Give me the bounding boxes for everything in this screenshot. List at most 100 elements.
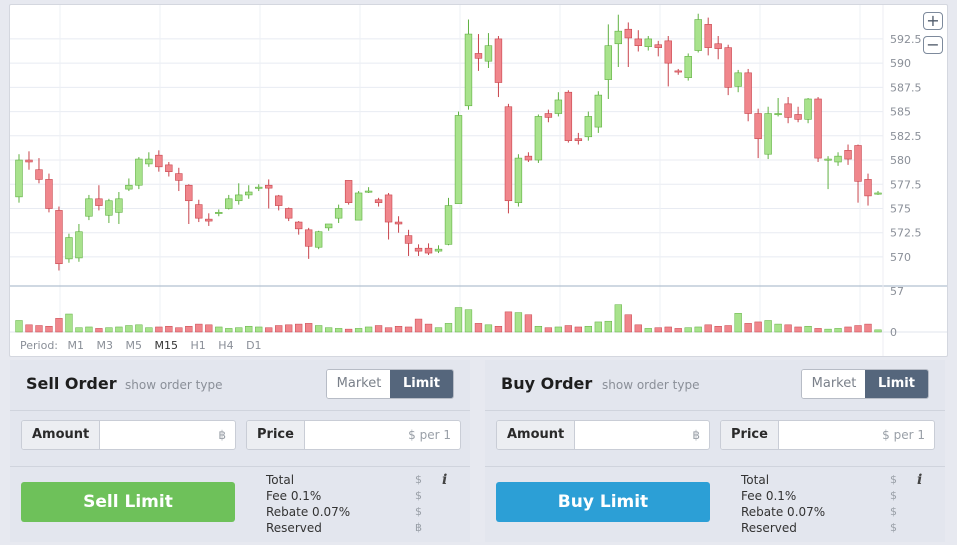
sell-total-label: Total [266, 473, 295, 487]
candle-body [75, 231, 83, 259]
candle-body [265, 184, 273, 189]
buy-fee-value: $ [890, 489, 897, 502]
candle-body [494, 38, 503, 83]
candle-body [554, 99, 563, 114]
buy-amount-label: Amount [497, 421, 576, 449]
candle-body [235, 194, 243, 202]
candle-body [724, 47, 732, 88]
candle-body [314, 231, 323, 248]
candle-body [854, 145, 862, 182]
volume-bar [834, 328, 842, 333]
buy-amount-field[interactable]: Amount ฿ [496, 420, 710, 450]
volume-bar [544, 327, 553, 333]
candle-body [594, 94, 603, 128]
buy-order-type-toggle: Market Limit [801, 369, 929, 399]
candle-body [764, 113, 772, 155]
volume-bar [434, 327, 443, 333]
volume-bar [704, 324, 712, 333]
period-h4[interactable]: H4 [218, 339, 234, 352]
buy-reserved-value: $ [890, 521, 897, 534]
volume-bar [35, 325, 43, 333]
candle-body [734, 72, 742, 87]
volume-bar [654, 327, 662, 333]
sell-fee-label: Fee 0.1% [266, 489, 322, 503]
candlestick-chart[interactable]: 592.5590587.5585582.5580577.5575572.5570… [10, 5, 947, 356]
sell-info-icon[interactable]: i [442, 472, 448, 488]
volume-bar [514, 312, 523, 333]
candle-body [125, 184, 133, 190]
volume-bar [644, 328, 652, 333]
candle-body [744, 72, 752, 114]
period-h1[interactable]: H1 [190, 339, 206, 352]
volume-bar [265, 327, 273, 333]
volume-bar [714, 325, 722, 333]
volume-bar [65, 313, 73, 333]
candle-body [155, 154, 163, 168]
candle-body [534, 116, 543, 161]
period-m1[interactable]: M1 [67, 339, 85, 352]
sell-market-tab[interactable]: Market [327, 370, 391, 398]
period-m15[interactable]: M15 [154, 339, 179, 352]
sell-reserved-value: ฿ [415, 521, 422, 534]
candle-body [844, 150, 852, 160]
volume-bar [344, 328, 353, 333]
volume-bar [724, 325, 732, 333]
period-m3[interactable]: M3 [96, 339, 114, 352]
zoom-out-button[interactable]: − [923, 36, 943, 54]
candle-body [195, 204, 203, 219]
candle-body [255, 186, 263, 189]
candle-body [614, 30, 623, 45]
candle-body [824, 158, 832, 161]
candle-body [45, 179, 53, 209]
candle-body [524, 155, 533, 161]
volume-bar [664, 326, 672, 333]
volume-bar [394, 325, 403, 333]
price-tick-label: 577.5 [890, 178, 922, 191]
sell-amount-field[interactable]: Amount ฿ [21, 420, 236, 450]
volume-bar [524, 314, 533, 333]
candle-body [454, 115, 463, 204]
candle-body [384, 194, 393, 223]
candle-body [624, 28, 632, 39]
volume-bar [584, 325, 592, 333]
candle-body [644, 38, 652, 47]
sell-show-order-type-link[interactable]: show order type [125, 378, 223, 392]
volume-bar [534, 325, 543, 333]
volume-bar [45, 325, 53, 333]
volume-bar [305, 323, 313, 333]
candle-body [165, 164, 173, 172]
candle-body [784, 103, 792, 118]
candle-body [105, 200, 113, 216]
buy-market-tab[interactable]: Market [802, 370, 866, 398]
period-m5[interactable]: M5 [125, 339, 143, 352]
buy-info-icon[interactable]: i [917, 472, 923, 488]
buy-show-order-type-link[interactable]: show order type [602, 378, 700, 392]
sell-limit-tab[interactable]: Limit [390, 370, 453, 398]
period-d1[interactable]: D1 [246, 339, 262, 352]
sell-price-field[interactable]: Price $ per 1 [246, 420, 461, 450]
volume-bar [604, 320, 612, 333]
volume-bar [504, 311, 513, 333]
volume-bar [384, 327, 393, 333]
candle-body [404, 235, 413, 244]
sell-limit-button[interactable]: Sell Limit [21, 482, 235, 522]
sell-price-unit: $ per 1 [408, 428, 451, 442]
buy-price-unit: $ per 1 [882, 428, 925, 442]
volume-bar [484, 324, 493, 333]
price-tick-label: 587.5 [890, 81, 922, 94]
price-axis-labels: 592.5590587.5585582.5580577.5575572.5570… [890, 33, 922, 339]
candle-body [674, 70, 682, 73]
volume-bar [874, 329, 882, 333]
volume-bar [684, 327, 692, 333]
candle-body [245, 191, 253, 196]
buy-limit-tab[interactable]: Limit [865, 370, 928, 398]
zoom-in-button[interactable]: + [923, 12, 943, 30]
candle-body [205, 218, 213, 222]
chart-panel[interactable]: 592.5 590 587.5 585 582.5 580 577.5 575 572.5 570… [9, 4, 948, 357]
buy-order-panel: Buy Order show order type Market Limit A… [485, 360, 945, 542]
buy-limit-button[interactable]: Buy Limit [496, 482, 710, 522]
buy-price-field[interactable]: Price $ per 1 [720, 420, 935, 450]
sell-price-label: Price [247, 421, 305, 449]
sell-reserved-label: Reserved [266, 521, 322, 535]
candle-body [804, 98, 812, 120]
